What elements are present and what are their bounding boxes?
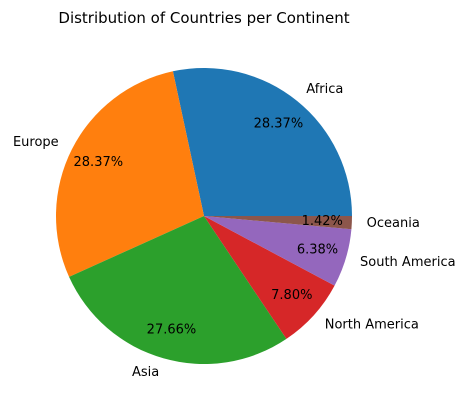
slice-label-asia: Asia [132,365,159,380]
pct-label-north-america: 7.80% [271,288,312,303]
pct-label-oceania: 1.42% [302,214,343,229]
slice-label-oceania: Oceania [367,216,420,231]
pie-slice-oceania [204,216,352,230]
slice-label-south-america: South America [360,255,456,270]
pie-slice-asia [69,216,287,365]
pie-slice-europe [55,71,205,277]
pie-slice-north-america [204,216,335,339]
pie-slices [55,68,352,365]
pie-slice-africa [172,68,352,216]
slice-label-north-america: North America [325,318,419,333]
pct-label-europe: 28.37% [74,155,124,170]
pie-slice-south-america [204,216,352,286]
chart-title: Distribution of Countries per Continent [58,9,349,27]
slice-label-europe: Europe [13,135,59,150]
pie-labels: Africa 28.37% Europe 28.37% Asia 27.66% North … [13,82,456,380]
pct-label-asia: 27.66% [147,322,197,337]
slice-label-africa: Africa [306,82,343,97]
pct-label-south-america: 6.38% [297,242,338,257]
pct-label-africa: 28.37% [254,116,304,131]
